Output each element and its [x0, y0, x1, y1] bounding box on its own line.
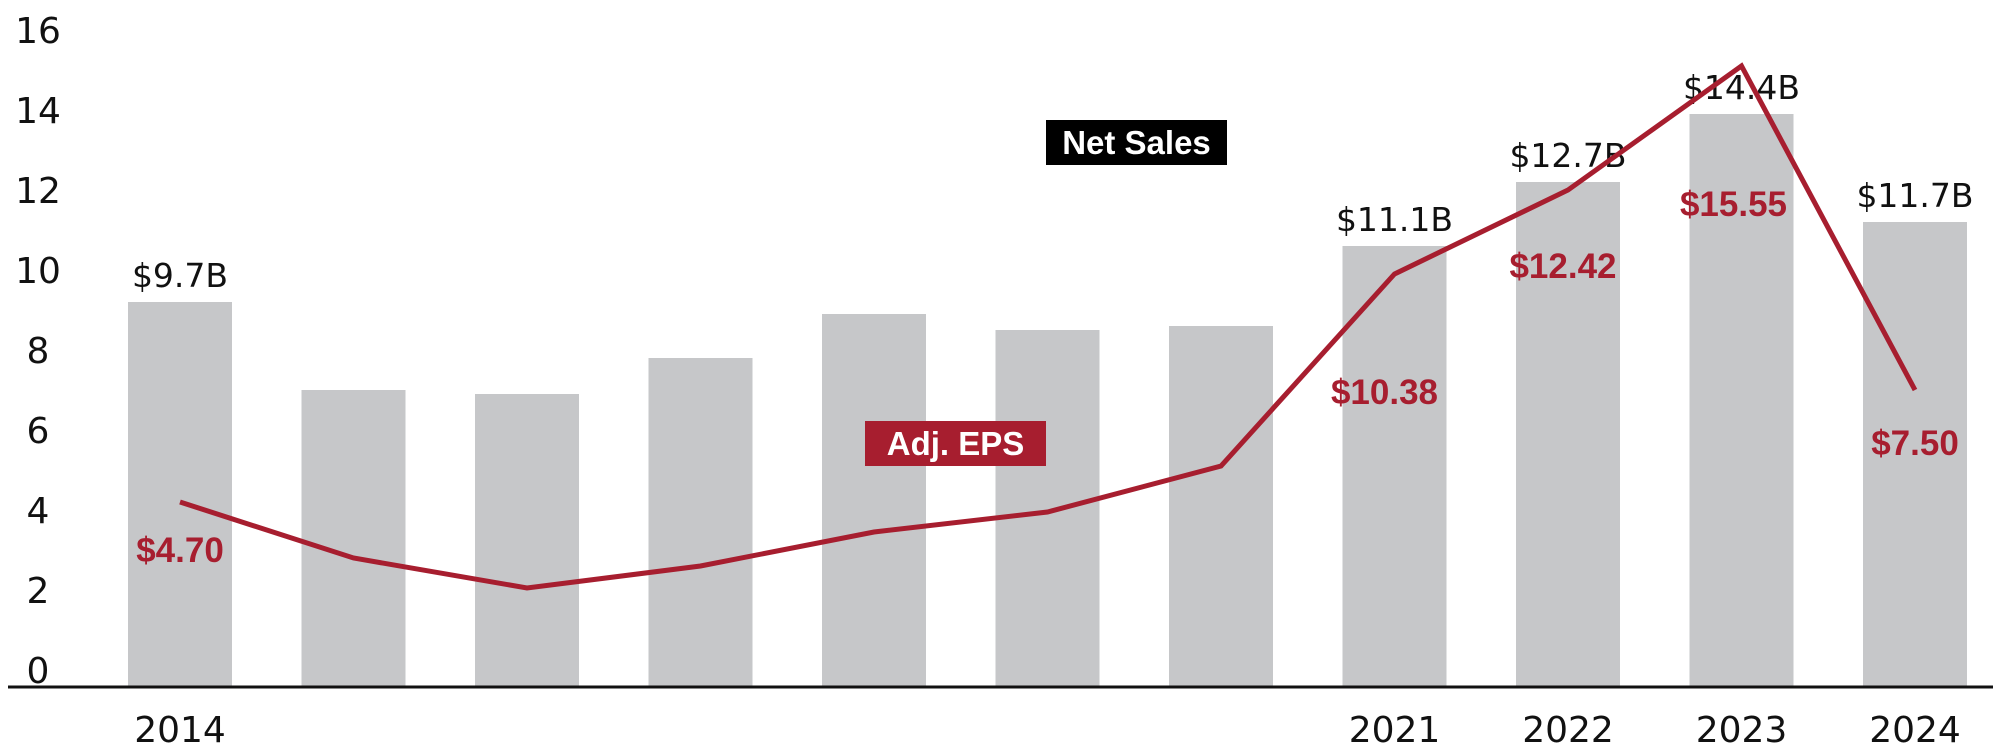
y-tick-label: 12	[15, 171, 61, 212]
x-tick-label: 2021	[1349, 710, 1441, 744]
bar-value-label: $12.7B	[1509, 136, 1626, 175]
eps-value-label: $7.50	[1871, 424, 1959, 463]
bar-1	[301, 390, 406, 687]
bar-6	[1169, 326, 1273, 687]
x-tick-label: 2023	[1696, 710, 1788, 744]
bar-value-label: $11.7B	[1856, 176, 1973, 215]
eps-value-label: $4.70	[136, 531, 224, 570]
bar-2	[475, 394, 579, 687]
bar-9	[1689, 114, 1794, 687]
bar-10	[1863, 222, 1967, 687]
bar-value-label: $14.4B	[1683, 68, 1800, 107]
bars-layer	[128, 114, 1967, 687]
x-tick-label: 2022	[1522, 710, 1614, 744]
y-tick-label: 6	[27, 411, 50, 452]
y-tick-label: 16	[15, 11, 61, 52]
legend-net-sales: Net Sales	[1046, 120, 1227, 165]
eps-value-label: $10.38	[1331, 373, 1438, 412]
eps-value-label: $12.42	[1509, 247, 1616, 286]
y-tick-label: 0	[27, 651, 50, 692]
bar-value-label: $9.7B	[132, 256, 228, 295]
bar-7	[1342, 246, 1447, 687]
y-tick-label: 10	[15, 251, 61, 292]
y-tick-label: 14	[15, 91, 61, 132]
x-axis-labels: 2014 2021 2022 2023 2024	[134, 710, 1961, 744]
bar-value-labels: $9.7B $11.1B $12.7B $14.4B $11.7B	[132, 68, 1974, 295]
x-tick-label: 2024	[1869, 710, 1961, 744]
bar-3	[648, 358, 753, 687]
bar-0	[128, 302, 232, 687]
y-axis-ticks: 0 2 4 6 8 10 12 14 16	[15, 11, 61, 692]
x-tick-label: 2014	[134, 710, 226, 744]
y-tick-label: 2	[27, 571, 50, 612]
bar-5	[995, 330, 1100, 687]
eps-line	[179, 62, 1918, 591]
bar-value-label: $11.1B	[1336, 200, 1453, 239]
bar-4	[822, 314, 926, 687]
y-tick-label: 4	[27, 491, 50, 532]
y-tick-label: 8	[27, 331, 50, 372]
eps-value-labels: $4.70 $10.38 $12.42 $15.55 $7.50	[136, 185, 1959, 570]
eps-value-label: $15.55	[1680, 185, 1787, 224]
bar-8	[1516, 182, 1620, 687]
legend-adj-eps: Adj. EPS	[865, 421, 1046, 466]
